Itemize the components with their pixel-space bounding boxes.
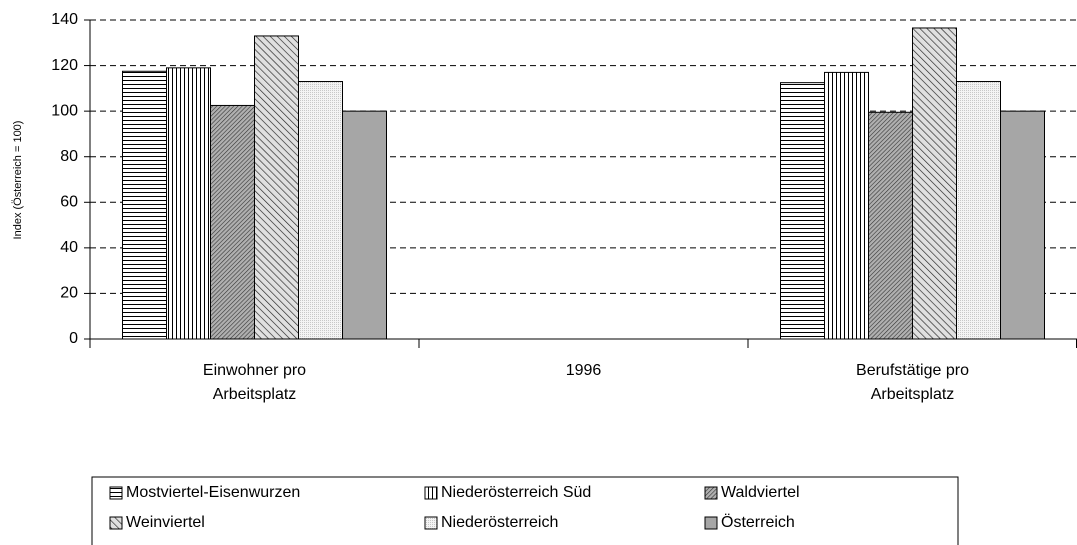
bar (868, 111, 913, 340)
legend-label: Niederösterreich Süd (441, 484, 591, 501)
legend-label: Niederösterreich (441, 514, 558, 531)
bar (210, 104, 255, 340)
bar (122, 70, 167, 340)
bar (166, 67, 211, 340)
bar (780, 82, 825, 340)
x-tick-label: 1996 (566, 362, 602, 379)
y-tick-label: 80 (60, 148, 78, 165)
legend-label: Mostviertel-Eisenwurzen (126, 484, 300, 501)
legend-swatch (109, 516, 123, 530)
bar (956, 81, 1001, 340)
x-tick-label: Berufstätige pro Arbeitsplatz (856, 362, 969, 403)
legend-label: Waldviertel (721, 484, 800, 501)
y-tick-label: 20 (60, 285, 78, 302)
x-tick-label: Einwohner pro Arbeitsplatz (203, 362, 306, 403)
y-tick-label: 0 (69, 330, 78, 347)
bar (1000, 110, 1045, 340)
y-axis-label: Index (Österreich = 100) (12, 121, 24, 240)
bar (824, 71, 869, 340)
bar (912, 27, 957, 340)
legend-swatch (424, 516, 438, 530)
legend-label: Österreich (721, 513, 795, 531)
y-tick-label: 120 (51, 57, 78, 74)
legend-swatch (704, 486, 718, 500)
legend-swatch (704, 516, 718, 530)
bar (298, 81, 343, 340)
bar (342, 110, 387, 340)
bar (254, 35, 299, 340)
y-tick-label: 140 (51, 11, 78, 28)
legend-swatch (109, 486, 123, 500)
y-tick-label: 100 (51, 102, 78, 119)
legend-label: Weinviertel (126, 514, 205, 531)
y-tick-label: 40 (60, 239, 78, 256)
legend-swatch (424, 486, 438, 500)
y-tick-label: 60 (60, 194, 78, 211)
legend-box (91, 476, 959, 545)
